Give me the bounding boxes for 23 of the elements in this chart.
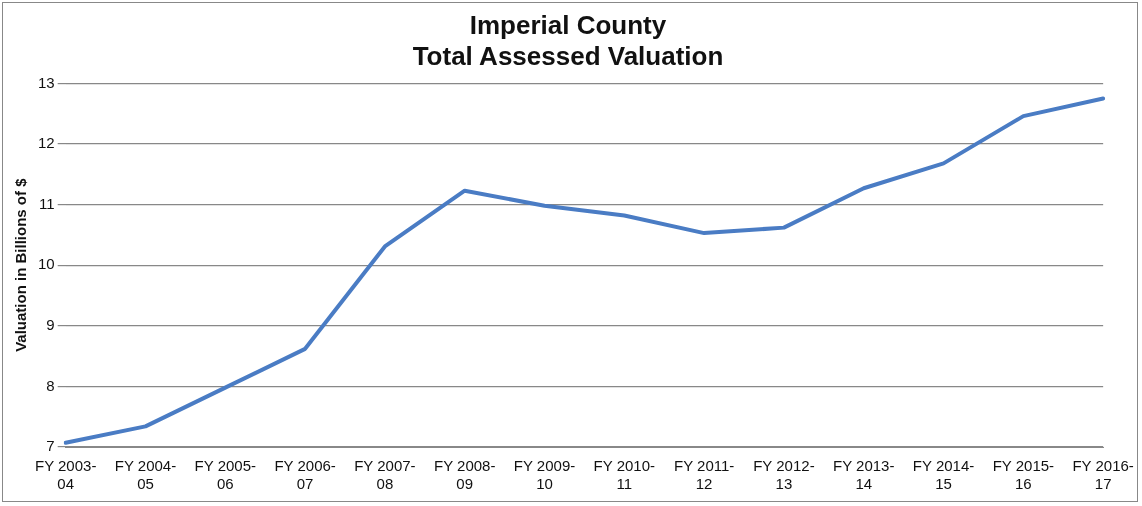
y-tick-label: 8 xyxy=(46,376,55,394)
chart-title: Imperial County Total Assessed Valuation xyxy=(412,9,724,71)
x-tick-label: FY 2009-10 xyxy=(513,457,576,493)
x-tick-label: FY 2006-07 xyxy=(274,457,336,493)
y-tick-label: 11 xyxy=(39,194,55,212)
y-tick-label: 10 xyxy=(38,255,55,273)
y-tick-label: 13 xyxy=(38,73,55,91)
x-tick-label: FY 2008-09 xyxy=(433,457,496,493)
x-tick-label: FY 2004-05 xyxy=(114,457,177,493)
x-tick-label: FY 2014-15 xyxy=(912,457,975,493)
x-tick-label: FY 2013-14 xyxy=(833,457,895,493)
x-tick-label: FY 2012-13 xyxy=(753,457,815,493)
y-tick-label: 7 xyxy=(46,437,55,455)
x-tick-label: FY 2011-12 xyxy=(673,457,735,493)
x-tick-label: FY 2016-17 xyxy=(1072,457,1134,493)
x-tick-label: FY 2010-11 xyxy=(593,457,656,493)
y-tick-label: 12 xyxy=(38,134,55,152)
y-axis-title: Valuation in Billions of $ xyxy=(12,177,30,352)
y-tick-label: 9 xyxy=(46,315,55,333)
x-tick-label: FY 2015-16 xyxy=(992,457,1055,493)
x-tick-label: FY 2005-06 xyxy=(194,457,257,493)
x-tick-label: FY 2003-04 xyxy=(34,457,97,493)
x-tick-label: FY 2007-08 xyxy=(354,457,416,493)
